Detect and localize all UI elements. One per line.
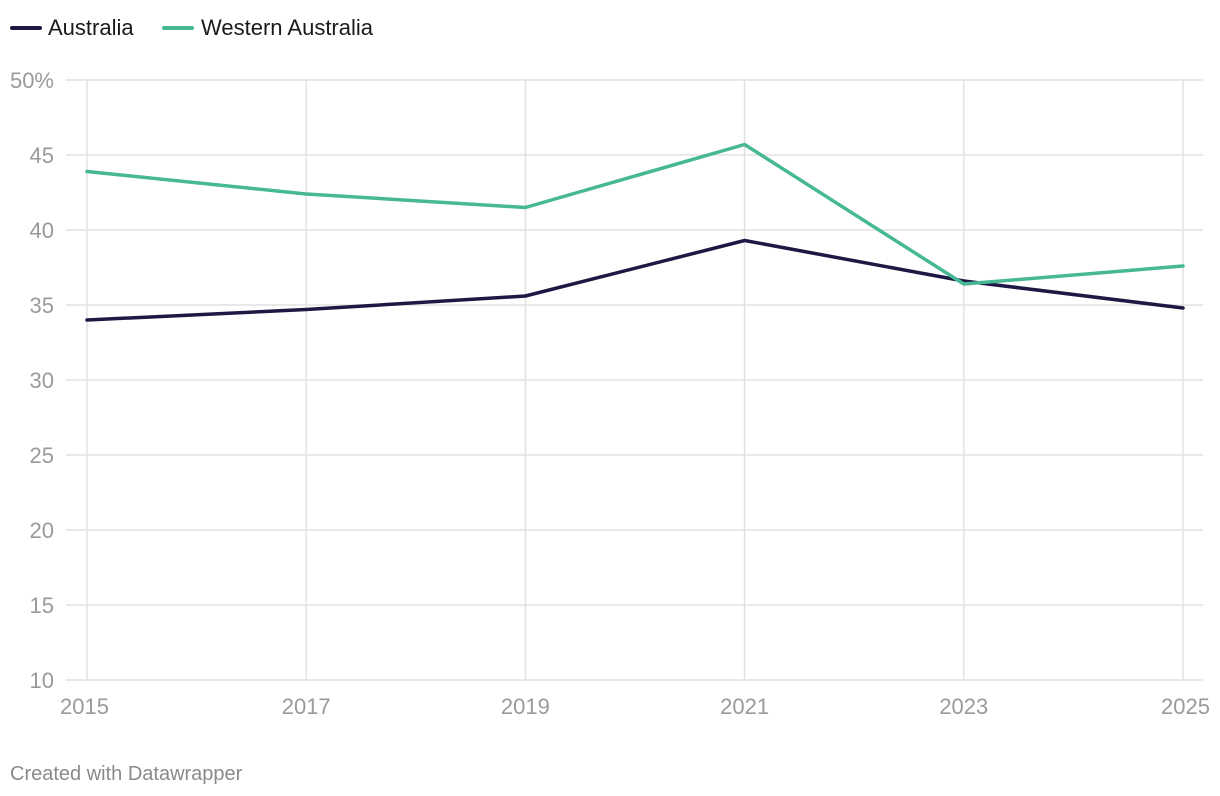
y-tick-label-15: 15	[30, 593, 54, 618]
y-tick-label-20: 20	[30, 518, 54, 543]
y-tick-label-25: 25	[30, 443, 54, 468]
y-tick-label-10: 10	[30, 668, 54, 693]
legend-label-western-australia: Western Australia	[201, 15, 374, 40]
y-tick-label-45: 45	[30, 143, 54, 168]
y-tick-label-30: 30	[30, 368, 54, 393]
y-tick-label-50: 50%	[10, 68, 54, 93]
x-tick-label-2015: 2015	[60, 694, 109, 719]
x-tick-label-2023: 2023	[939, 694, 988, 719]
x-gridlines	[86, 80, 1184, 680]
x-axis-labels: 2015 2017 2019 2021 2023 2025	[60, 694, 1210, 719]
x-tick-label-2019: 2019	[501, 694, 550, 719]
legend-label-australia: Australia	[48, 15, 134, 40]
y-axis-labels: 10 15 20 25 30 35 40 45 50%	[10, 68, 54, 693]
series-line-western-australia	[85, 142, 1185, 286]
x-tick-label-2017: 2017	[282, 694, 331, 719]
x-tick-label-2025: 2025	[1161, 694, 1210, 719]
series-line-australia	[85, 238, 1185, 322]
legend: Australia Western Australia	[10, 15, 374, 40]
y-tick-label-35: 35	[30, 293, 54, 318]
y-gridlines	[66, 79, 1203, 681]
y-tick-label-40: 40	[30, 218, 54, 243]
x-tick-label-2021: 2021	[720, 694, 769, 719]
footer-credit: Created with Datawrapper	[10, 763, 243, 785]
series-lines	[85, 142, 1185, 322]
